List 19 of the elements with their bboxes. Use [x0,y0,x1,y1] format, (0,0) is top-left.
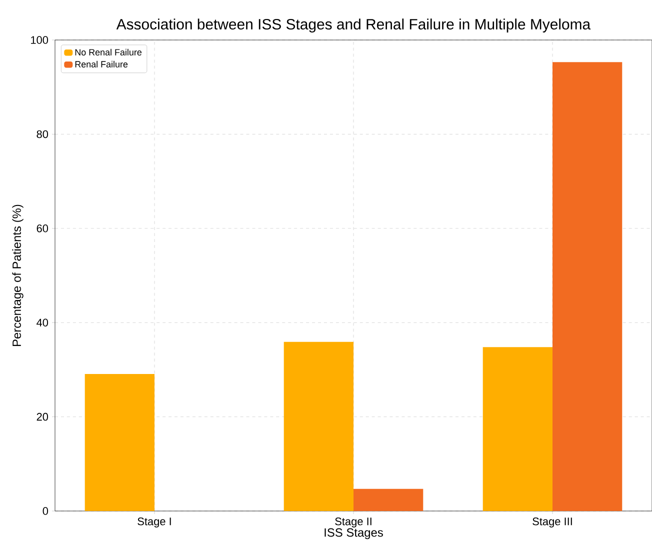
y-tick-label: 80 [36,130,48,138]
x-axis-title: ISS Stages [324,528,383,540]
legend-label: Renal Failure [75,60,128,68]
x-tick-label: Stage I [138,518,171,528]
chart-title: Association between ISS Stages and Renal Failure in Multiple Myeloma [116,18,591,32]
x-tick-label: Stage III [532,518,572,528]
y-tick-label: 60 [36,224,48,232]
bar [552,62,622,511]
legend-label: No Renal Failure [75,48,142,56]
bar [354,488,424,511]
x-tick-label: Stage II [335,518,372,528]
y-tick-label: 40 [36,318,48,326]
bar [84,374,154,511]
y-tick-label: 20 [36,412,48,421]
y-axis-title: Percentage of Patients (%) [12,204,24,346]
y-tick-label: 0 [42,507,48,515]
bar [482,347,553,511]
y-tick-label: 100 [31,36,48,44]
bar [284,342,354,511]
